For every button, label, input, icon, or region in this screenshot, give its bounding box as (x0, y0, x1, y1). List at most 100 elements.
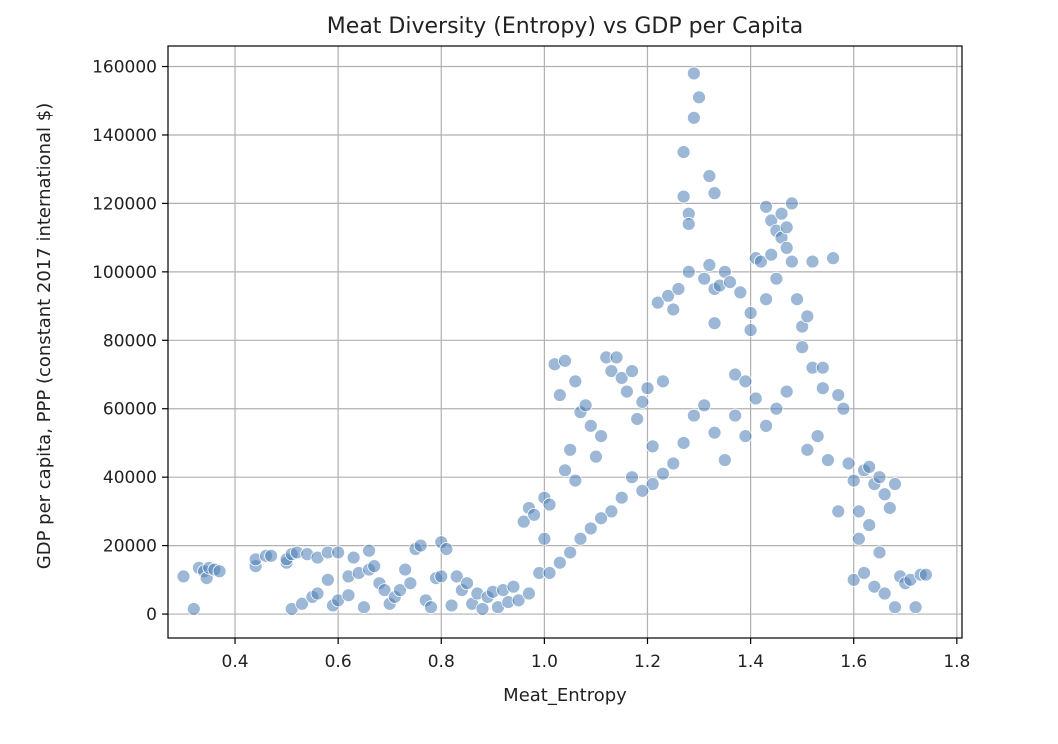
data-point (826, 251, 841, 266)
data-point (604, 364, 619, 378)
y-tick-label: 100000 (92, 263, 157, 283)
data-point (578, 398, 593, 413)
data-point (877, 487, 892, 502)
data-point (542, 566, 557, 580)
data-point (645, 439, 660, 454)
y-tick-label: 140000 (92, 126, 157, 146)
data-point (800, 309, 815, 324)
data-point (264, 548, 279, 563)
data-point (846, 473, 861, 488)
data-point (877, 586, 892, 601)
data-point (295, 596, 309, 611)
data-point (681, 217, 696, 231)
data-point (707, 186, 722, 201)
data-point (676, 189, 691, 204)
data-point (821, 453, 835, 467)
data-point (357, 600, 371, 615)
data-point (542, 497, 557, 512)
data-point (439, 542, 454, 556)
data-point (686, 110, 701, 125)
data-point (594, 511, 608, 526)
y-axis-label: GDP per capita, PPP (constant 2017 inter… (34, 103, 55, 569)
data-point (908, 600, 923, 615)
x-tick-label: 1.6 (840, 652, 867, 672)
data-point (640, 381, 655, 396)
data-point (779, 240, 794, 255)
data-point (527, 507, 541, 522)
data-point (671, 282, 686, 296)
y-tick-label: 40000 (103, 468, 157, 488)
x-tick-label: 0.8 (428, 652, 455, 672)
data-point (573, 531, 588, 546)
data-point (733, 285, 748, 300)
data-point (176, 569, 191, 584)
data-point (552, 555, 567, 570)
data-point (888, 600, 902, 615)
grid-lines (168, 46, 962, 638)
data-point (697, 398, 712, 413)
data-point (346, 550, 361, 565)
data-point (661, 288, 676, 303)
x-tick-label: 1.2 (634, 652, 661, 672)
data-point (676, 145, 691, 159)
data-point (635, 394, 650, 409)
data-point (857, 566, 871, 580)
data-point (919, 567, 933, 582)
data-point (558, 353, 572, 368)
data-point (805, 254, 820, 269)
data-point (393, 583, 407, 597)
data-point (563, 442, 578, 457)
x-axis-label: Meat_Entropy (503, 685, 627, 706)
data-point (702, 258, 717, 272)
data-point (460, 576, 474, 591)
data-point (836, 401, 851, 416)
data-point (707, 316, 722, 331)
data-point (645, 477, 660, 491)
data-point (764, 247, 779, 262)
data-point (779, 384, 794, 399)
data-point (630, 412, 645, 426)
data-point (212, 564, 227, 579)
data-point (784, 254, 799, 269)
data-point (748, 391, 763, 406)
data-point (759, 418, 773, 433)
data-point (872, 545, 887, 560)
data-point (697, 271, 712, 286)
data-point (759, 292, 773, 307)
data-point (656, 374, 670, 389)
data-point (686, 408, 701, 423)
data-point (614, 371, 629, 385)
data-point (666, 302, 681, 317)
data-point (676, 436, 691, 450)
data-point (522, 586, 536, 601)
data-point (619, 384, 634, 399)
data-point (614, 490, 629, 505)
data-point (728, 408, 743, 423)
data-point (475, 602, 490, 616)
data-point (398, 562, 413, 577)
data-point (882, 501, 897, 515)
x-tick-label: 1.8 (943, 652, 970, 672)
data-point (888, 477, 902, 491)
data-point (656, 466, 670, 481)
data-point (841, 456, 856, 471)
data-point (779, 220, 794, 235)
data-point (413, 538, 428, 553)
x-tick-label: 1.4 (737, 652, 764, 672)
data-point (851, 531, 866, 546)
data-point (594, 429, 608, 444)
data-point (558, 463, 572, 478)
data-point (815, 360, 830, 375)
data-point (769, 401, 784, 416)
data-point (759, 199, 773, 214)
data-point (377, 583, 392, 597)
data-point (723, 275, 737, 290)
data-point (449, 569, 464, 584)
data-point (872, 470, 887, 485)
data-point (511, 593, 526, 608)
data-point (568, 473, 583, 488)
x-axis-ticks: 0.4 0.6 0.8 1.0 1.2 1.4 1.6 1.8 (222, 638, 970, 672)
data-point (650, 295, 665, 310)
data-point (686, 66, 701, 81)
